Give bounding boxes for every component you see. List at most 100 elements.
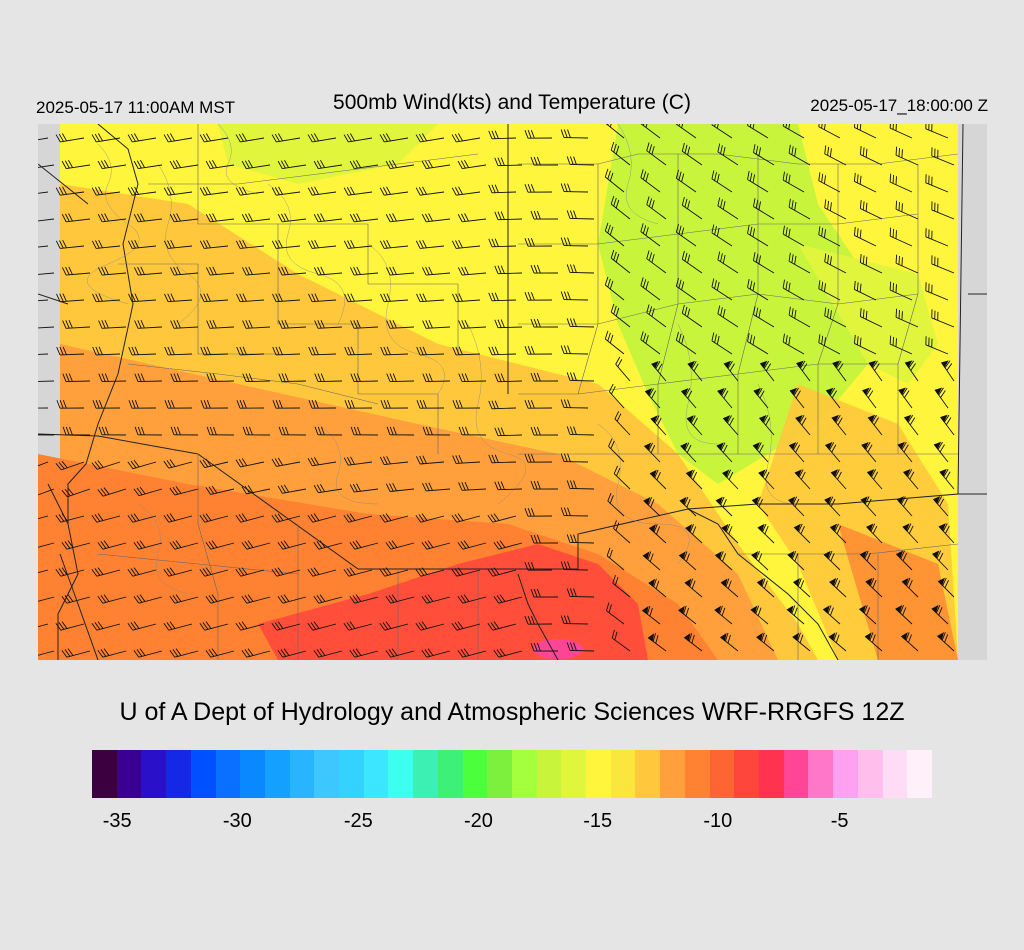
wind-barb: [313, 648, 343, 658]
wind-barb: [98, 373, 127, 383]
wind-barb: [938, 523, 955, 544]
wind-barb: [640, 223, 661, 247]
wind-barb: [895, 254, 919, 274]
state-border-new-mexico: [687, 508, 839, 660]
wind-barb: [421, 266, 451, 276]
wind-barb: [937, 577, 955, 598]
wind-barb: [889, 227, 913, 247]
wind-barb: [200, 400, 229, 409]
wind-barb: [818, 334, 841, 355]
wind-barb: [380, 346, 409, 356]
wind-barb: [711, 124, 733, 139]
wind-barb: [133, 648, 163, 658]
wind-barb: [824, 199, 847, 220]
wind-barb: [681, 196, 703, 220]
colorbar-swatch: [339, 750, 364, 798]
wind-barb: [38, 353, 49, 355]
wind-barb: [416, 455, 445, 465]
wind-barb: [487, 513, 517, 523]
wind-barb: [97, 648, 127, 658]
wind-barb: [560, 507, 589, 517]
wind-barb: [615, 356, 631, 382]
wind-barb: [200, 346, 229, 356]
wind-barb: [278, 319, 307, 329]
wind-barb: [241, 266, 271, 276]
wind-barb: [824, 253, 847, 274]
wind-barb: [560, 237, 589, 247]
wind-barb: [681, 142, 703, 166]
wind-barb: [895, 605, 913, 625]
wind-barb: [818, 124, 841, 139]
temperature-colorbar: [92, 750, 932, 798]
wind-barb: [831, 414, 847, 436]
wind-barb: [822, 605, 841, 625]
wind-barb: [566, 264, 595, 274]
wind-barb: [895, 146, 919, 166]
wind-barb: [164, 346, 193, 356]
wind-barb: [458, 426, 487, 436]
wind-barb: [236, 346, 265, 356]
wind-barb: [91, 460, 121, 470]
colorbar-swatch: [511, 750, 537, 798]
wind-barb: [421, 594, 451, 604]
wind-barb: [650, 415, 667, 436]
wind-barb: [902, 523, 919, 544]
wind-barb: [38, 542, 55, 548]
wind-barb: [524, 345, 553, 355]
wind-barb: [530, 534, 559, 544]
wind-barb: [452, 455, 481, 464]
wind-barb: [566, 642, 595, 652]
wind-barb: [933, 441, 949, 463]
wind-barb: [782, 333, 805, 355]
colorbar-swatch: [635, 750, 661, 798]
wind-barb: [560, 615, 589, 625]
wind-barb: [313, 594, 343, 604]
wind-barb: [753, 387, 769, 409]
wind-barb: [925, 174, 949, 193]
wind-barb: [825, 442, 841, 463]
wind-barb: [530, 426, 559, 436]
wind-barb: [38, 434, 55, 436]
wind-barb: [646, 142, 667, 166]
wind-barb: [524, 183, 553, 193]
wind-barb: [307, 513, 337, 523]
wind-barb: [824, 496, 841, 517]
no-data-left: [38, 124, 60, 454]
wind-barb: [241, 485, 271, 495]
wind-barb: [278, 373, 307, 383]
wind-barb: [862, 387, 877, 409]
wind-barb: [205, 540, 235, 550]
colorbar-tick-label: -5: [830, 810, 849, 832]
wind-barb: [451, 621, 481, 631]
wind-barb: [344, 293, 373, 303]
temp-region-yellow-green-2: [798, 244, 938, 384]
wind-barb: [235, 186, 265, 196]
wind-barb: [859, 146, 883, 166]
no-data-right-top: [958, 124, 987, 660]
wind-barb: [272, 400, 301, 409]
wind-barb: [889, 335, 913, 355]
wind-barb: [818, 172, 841, 193]
wind-barb: [277, 213, 307, 223]
wind-barb: [385, 482, 415, 492]
wind-barb: [643, 496, 661, 517]
wind-barb: [756, 578, 775, 598]
wind-barb: [241, 213, 271, 223]
wind-barb: [61, 266, 91, 276]
wind-barb: [38, 569, 49, 574]
wind-barb: [753, 306, 775, 328]
wind-barb: [385, 213, 415, 223]
wind-barb: [940, 414, 955, 436]
wind-barb: [343, 513, 373, 523]
wind-barb: [56, 293, 85, 303]
wind-barb: [205, 159, 235, 170]
wind-barb: [38, 245, 49, 248]
wind-barb: [686, 415, 703, 436]
wind-barb: [675, 277, 697, 301]
wind-barb: [611, 629, 631, 652]
wind-barb: [134, 426, 163, 436]
wind-barb: [613, 465, 631, 490]
wind-barb: [832, 360, 847, 382]
valid-time-local: 2025-05-17 11:00AM MST: [36, 98, 236, 117]
wind-barb: [235, 621, 265, 631]
